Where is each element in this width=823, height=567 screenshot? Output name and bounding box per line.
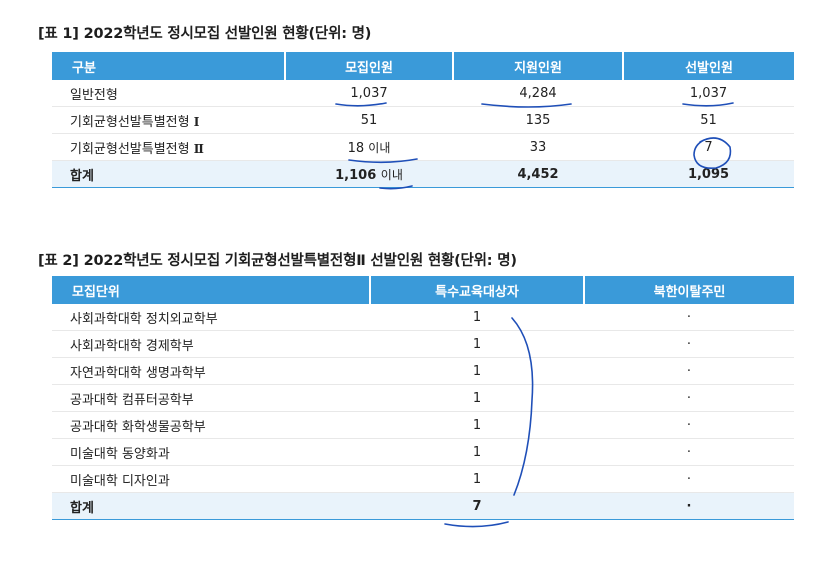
special-cell: 1 bbox=[370, 411, 584, 439]
table2: 모집단위 특수교육대상자 북한이탈주민 사회과학대학 정치외교학부 1 · 사회… bbox=[52, 276, 794, 520]
selected-cell: 1,037 bbox=[623, 80, 794, 107]
total-label: 합계 bbox=[52, 160, 285, 188]
unit-cell: 미술대학 디자인과 bbox=[52, 465, 370, 493]
special-cell: 1 bbox=[370, 384, 584, 412]
underline-total-7 bbox=[444, 521, 509, 528]
table-row: 미술대학 동양화과 1 · bbox=[52, 438, 794, 466]
defector-cell: · bbox=[584, 384, 794, 412]
table1-caption: [표 1] 2022학년도 정시모집 선발인원 현황(단위: 명) bbox=[38, 26, 372, 42]
special-cell: 1 bbox=[370, 465, 584, 493]
total-apply: 4,452 bbox=[453, 160, 623, 188]
defector-cell: · bbox=[584, 330, 794, 358]
table-row: 공과대학 컴퓨터공학부 1 · bbox=[52, 384, 794, 412]
recruit-cell: 18 이내 bbox=[285, 133, 453, 161]
table1-header-apply: 지원인원 bbox=[453, 52, 624, 80]
unit-cell: 공과대학 화학생물공학부 bbox=[52, 411, 370, 439]
table1-header-row: 구분 모집인원 지원인원 선발인원 bbox=[52, 52, 794, 80]
total-special: 7 bbox=[370, 492, 584, 520]
recruit-cell: 51 bbox=[285, 106, 453, 134]
row-label: 기회균형선발특별전형 Ⅱ bbox=[52, 133, 285, 161]
table1: 구분 모집인원 지원인원 선발인원 일반전형 1,037 4,284 1,037… bbox=[52, 52, 794, 188]
total-label: 합계 bbox=[52, 492, 370, 520]
total-selected: 1,095 bbox=[623, 160, 794, 188]
table-row: 사회과학대학 정치외교학부 1 · bbox=[52, 304, 794, 331]
total-recruit: 1,106 이내 bbox=[285, 160, 453, 188]
row-label: 기회균형선발특별전형 Ⅰ bbox=[52, 106, 285, 134]
special-cell: 1 bbox=[370, 357, 584, 385]
unit-cell: 미술대학 동양화과 bbox=[52, 438, 370, 466]
defector-cell: · bbox=[584, 465, 794, 493]
table-row: 사회과학대학 경제학부 1 · bbox=[52, 330, 794, 358]
total-defector: · bbox=[584, 492, 794, 520]
table-row: 공과대학 화학생물공학부 1 · bbox=[52, 411, 794, 439]
table2-header-unit: 모집단위 bbox=[52, 276, 371, 304]
apply-cell: 4,284 bbox=[453, 80, 623, 107]
table-row: 자연과학대학 생명과학부 1 · bbox=[52, 357, 794, 385]
defector-cell: · bbox=[584, 411, 794, 439]
unit-cell: 사회과학대학 경제학부 bbox=[52, 330, 370, 358]
selected-cell: 51 bbox=[623, 106, 794, 134]
defector-cell: · bbox=[584, 357, 794, 385]
selected-cell: 7 bbox=[623, 133, 794, 161]
table2-header-special: 특수교육대상자 bbox=[370, 276, 585, 304]
table2-total-row: 합계 7 · bbox=[52, 492, 794, 520]
defector-cell: · bbox=[584, 304, 794, 331]
unit-cell: 사회과학대학 정치외교학부 bbox=[52, 304, 370, 331]
table-row: 미술대학 디자인과 1 · bbox=[52, 465, 794, 493]
table-row: 기회균형선발특별전형 Ⅰ 51 135 51 bbox=[52, 106, 794, 134]
unit-cell: 공과대학 컴퓨터공학부 bbox=[52, 384, 370, 412]
table1-header-recruit: 모집인원 bbox=[285, 52, 454, 80]
defector-cell: · bbox=[584, 438, 794, 466]
table1-total-row: 합계 1,106 이내 4,452 1,095 bbox=[52, 160, 794, 188]
apply-cell: 33 bbox=[453, 133, 623, 161]
special-cell: 1 bbox=[370, 304, 584, 331]
table2-header-defector: 북한이탈주민 bbox=[584, 276, 794, 304]
apply-cell: 135 bbox=[453, 106, 623, 134]
table2-caption: [표 2] 2022학년도 정시모집 기회균형선발특별전형Ⅱ 선발인원 현황(단… bbox=[38, 253, 517, 269]
recruit-cell: 1,037 bbox=[285, 80, 453, 107]
table-row: 기회균형선발특별전형 Ⅱ 18 이내 33 7 bbox=[52, 133, 794, 161]
table-row: 일반전형 1,037 4,284 1,037 bbox=[52, 80, 794, 107]
row-label: 일반전형 bbox=[52, 80, 285, 107]
table1-header-selected: 선발인원 bbox=[623, 52, 794, 80]
table2-header-row: 모집단위 특수교육대상자 북한이탈주민 bbox=[52, 276, 794, 304]
unit-cell: 자연과학대학 생명과학부 bbox=[52, 357, 370, 385]
special-cell: 1 bbox=[370, 330, 584, 358]
table1-header-category: 구분 bbox=[52, 52, 286, 80]
special-cell: 1 bbox=[370, 438, 584, 466]
